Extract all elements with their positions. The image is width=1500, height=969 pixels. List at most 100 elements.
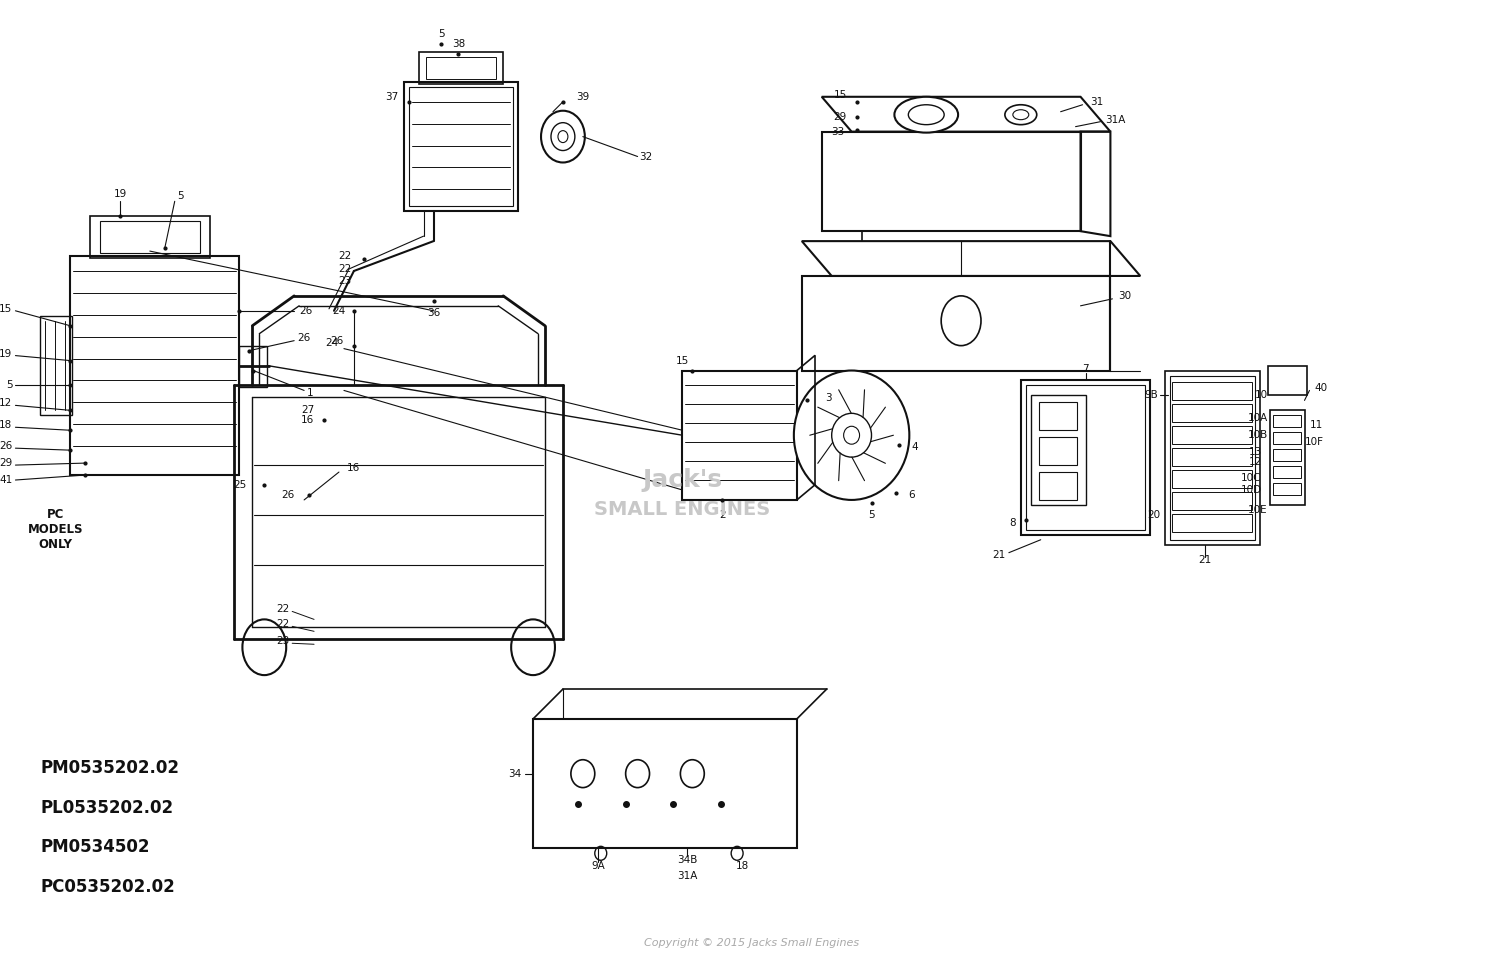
Text: 10F: 10F — [1305, 437, 1323, 448]
Text: 8: 8 — [1010, 517, 1016, 528]
Text: 24: 24 — [326, 337, 339, 348]
Bar — [1172, 514, 1251, 532]
Bar — [1172, 426, 1251, 444]
Bar — [1172, 383, 1251, 400]
Text: Copyright © 2015 Jacks Small Engines: Copyright © 2015 Jacks Small Engines — [645, 938, 860, 948]
Text: 33: 33 — [831, 127, 844, 137]
Text: 34B: 34B — [676, 856, 698, 865]
Text: 1: 1 — [308, 389, 314, 398]
Text: 6: 6 — [909, 490, 915, 500]
Text: 10D: 10D — [1240, 484, 1262, 495]
Text: 12: 12 — [1248, 457, 1262, 467]
Text: 32: 32 — [639, 151, 652, 162]
Text: 3: 3 — [825, 393, 831, 403]
Bar — [532, 719, 796, 848]
Ellipse shape — [1005, 105, 1036, 125]
Bar — [426, 57, 496, 78]
Text: 26: 26 — [297, 332, 310, 343]
Text: 18: 18 — [0, 421, 12, 430]
Text: 5: 5 — [438, 29, 446, 39]
Text: 26: 26 — [298, 306, 312, 316]
Text: 21: 21 — [993, 549, 1006, 560]
Bar — [408, 87, 513, 206]
Text: 25: 25 — [232, 480, 246, 490]
Text: 18: 18 — [735, 861, 748, 871]
Text: 34: 34 — [509, 768, 520, 779]
Text: 20: 20 — [1148, 510, 1160, 519]
Text: 22: 22 — [339, 251, 352, 261]
Text: PM0534502: PM0534502 — [40, 838, 150, 857]
Ellipse shape — [512, 619, 555, 675]
Text: 23: 23 — [339, 276, 352, 286]
Text: 16: 16 — [348, 463, 360, 473]
Text: PC: PC — [46, 509, 64, 521]
Bar — [1268, 365, 1308, 395]
Bar — [1166, 370, 1260, 545]
Bar — [1022, 381, 1150, 535]
Text: 10B: 10B — [1248, 430, 1268, 440]
Bar — [419, 52, 503, 84]
Text: PL0535202.02: PL0535202.02 — [40, 798, 174, 817]
Bar — [1272, 450, 1300, 461]
Bar — [90, 216, 210, 258]
Text: 9B: 9B — [1144, 391, 1158, 400]
Bar — [802, 276, 1110, 370]
Text: 9A: 9A — [591, 861, 604, 871]
Bar — [1272, 432, 1300, 444]
Text: MODELS: MODELS — [27, 523, 82, 536]
Bar — [1026, 386, 1144, 530]
Bar — [70, 256, 240, 475]
Text: 15: 15 — [0, 304, 12, 314]
Bar — [404, 81, 517, 211]
Ellipse shape — [894, 97, 958, 133]
Bar — [1038, 402, 1077, 430]
Bar — [1172, 492, 1251, 510]
Text: 29: 29 — [0, 458, 12, 468]
Text: 4: 4 — [912, 442, 918, 453]
Bar — [1272, 416, 1300, 427]
Text: 22: 22 — [276, 605, 290, 614]
Text: 27: 27 — [302, 405, 313, 416]
Text: 26: 26 — [330, 335, 344, 346]
Text: 19: 19 — [0, 349, 12, 359]
Bar — [1170, 376, 1254, 540]
Text: Jack's: Jack's — [642, 468, 723, 492]
Text: 7: 7 — [1082, 363, 1089, 373]
Text: SMALL ENGINES: SMALL ENGINES — [594, 500, 771, 519]
Text: 41: 41 — [0, 475, 12, 485]
Text: 36: 36 — [427, 308, 439, 318]
Text: 10A: 10A — [1248, 414, 1268, 423]
Text: 31A: 31A — [1106, 114, 1126, 125]
Text: 39: 39 — [576, 92, 590, 102]
Ellipse shape — [542, 110, 585, 163]
Bar — [1038, 437, 1077, 465]
Text: 13: 13 — [1248, 447, 1262, 457]
Ellipse shape — [243, 619, 286, 675]
Bar — [1272, 466, 1300, 478]
Text: 30: 30 — [1119, 291, 1131, 300]
Bar — [40, 316, 72, 416]
Bar — [1038, 472, 1077, 500]
Text: 15: 15 — [676, 356, 688, 365]
Text: 12: 12 — [0, 398, 12, 408]
Text: 26: 26 — [0, 441, 12, 452]
Text: 31A: 31A — [676, 871, 698, 881]
Text: PC0535202.02: PC0535202.02 — [40, 878, 176, 896]
Text: ONLY: ONLY — [39, 538, 72, 551]
Text: 10E: 10E — [1248, 505, 1268, 515]
Bar — [1172, 470, 1251, 488]
Text: 19: 19 — [114, 189, 126, 200]
Text: 15: 15 — [834, 90, 846, 100]
Text: 21: 21 — [1198, 554, 1212, 565]
Text: 24: 24 — [333, 306, 346, 316]
Text: 5: 5 — [6, 381, 12, 391]
Text: 29: 29 — [834, 111, 846, 122]
Text: 11: 11 — [1310, 421, 1323, 430]
Text: 31: 31 — [1090, 97, 1104, 107]
Text: PM0535202.02: PM0535202.02 — [40, 759, 180, 777]
Text: 22: 22 — [339, 264, 352, 274]
Ellipse shape — [794, 370, 909, 500]
Text: 16: 16 — [302, 416, 313, 425]
Bar — [1269, 410, 1305, 505]
Text: 38: 38 — [452, 39, 465, 49]
